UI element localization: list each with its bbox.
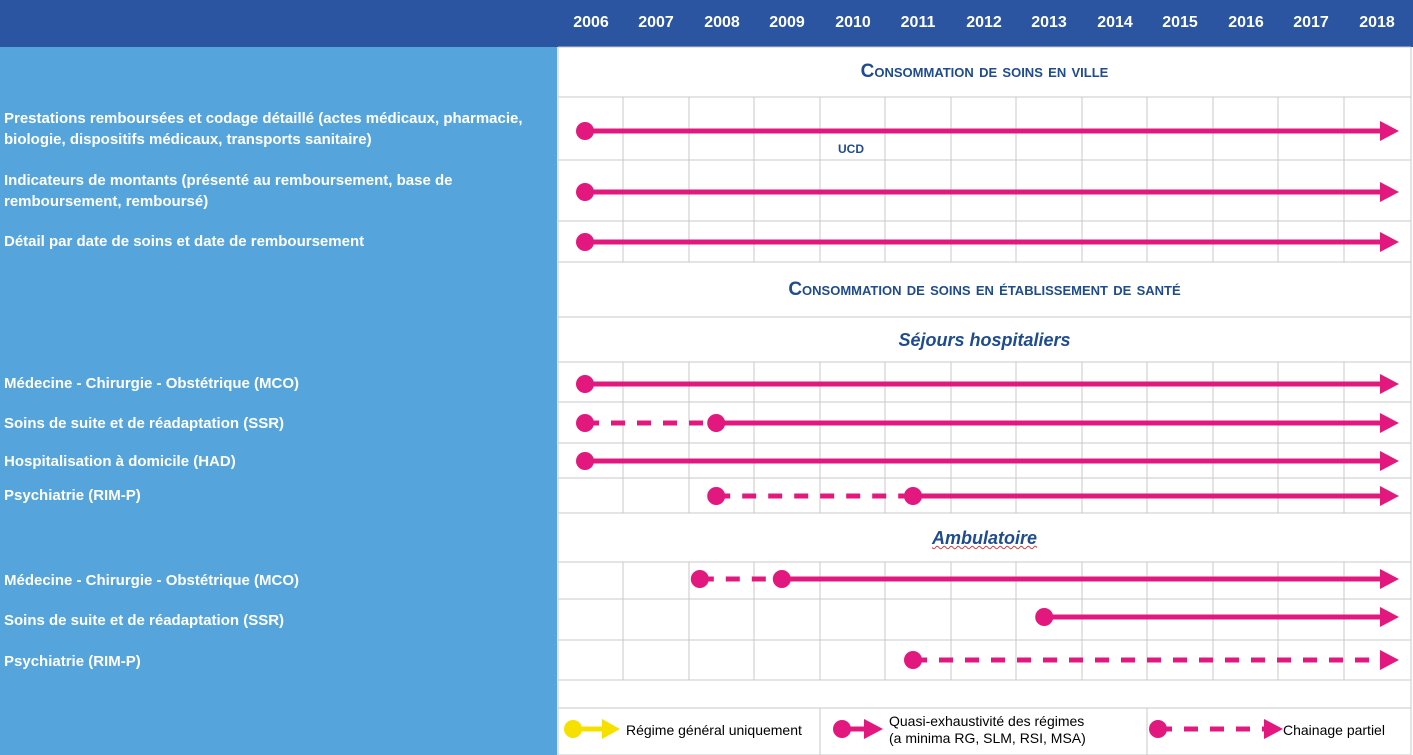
row-label-mco-sejours: Médecine - Chirurgie - Obstétrique (MCO) — [4, 375, 300, 392]
legend-solid-dot — [833, 720, 851, 738]
legend-yellow-arrowhead — [602, 719, 620, 739]
section-title-ville: Consommation de soins en ville — [860, 61, 1109, 82]
timeline-arrowhead — [1380, 374, 1399, 394]
grid-lines — [557, 46, 1412, 755]
legend-label-quasi-line1: Quasi-exhaustivité des régimes — [889, 713, 1085, 729]
timeline-start-dot — [576, 233, 594, 251]
legend-dashed-dot — [1149, 720, 1167, 738]
legend-solid-arrowhead — [864, 719, 883, 739]
row-label-ssr-sejours: Soins de suite et de réadaptation (SSR) — [4, 415, 285, 432]
ambulatoire-text: Ambulatoire — [931, 528, 1037, 548]
row-label-psy-sejours: Psychiatrie (RIM-P) — [4, 487, 141, 504]
timeline-start-dot — [576, 375, 594, 393]
row-label-psy-amb: Psychiatrie (RIM-P) — [4, 653, 141, 670]
year-label-2016: 2016 — [1228, 14, 1264, 31]
year-label-2014: 2014 — [1097, 14, 1133, 31]
legend-label-quasi-line2: (a minima RG, SLM, RSI, MSA) — [889, 730, 1086, 746]
legend-label-chainage-partiel: Chainage partiel — [1283, 722, 1385, 738]
timeline-arrowhead — [1380, 413, 1399, 433]
year-header — [0, 0, 1413, 47]
note-ucd: UCD — [838, 142, 864, 156]
year-label-2015: 2015 — [1162, 14, 1198, 31]
row-label-had: Hospitalisation à domicile (HAD) — [4, 453, 236, 470]
timeline-arrowhead — [1380, 650, 1399, 670]
timeline-start-dot — [904, 487, 922, 505]
year-label-2007: 2007 — [638, 14, 674, 31]
row-label-prestations: Prestations remboursées et codage détail… — [4, 110, 523, 148]
timeline-start-dot — [904, 651, 922, 669]
year-label-2012: 2012 — [966, 14, 1002, 31]
legend-label-regime-general: Régime général uniquement — [626, 722, 802, 738]
timeline-start-dot — [772, 570, 791, 588]
year-label-2013: 2013 — [1031, 14, 1067, 31]
timeline-start-dot — [1035, 608, 1054, 626]
legend-yellow-dot — [564, 720, 582, 738]
row-label-ssr-amb: Soins de suite et de réadaptation (SSR) — [4, 612, 285, 629]
timeline-start-dot — [707, 414, 726, 432]
timeline-start-dot — [576, 414, 594, 432]
timeline-arrowhead — [1380, 607, 1399, 627]
timeline-arrowhead — [1380, 232, 1399, 252]
year-label-2009: 2009 — [769, 14, 805, 31]
year-label-2008: 2008 — [704, 14, 740, 31]
timeline-arrowhead — [1380, 486, 1399, 506]
timeline-arrowhead — [1380, 569, 1399, 589]
timeline-start-dot — [707, 487, 726, 505]
year-label-2011: 2011 — [900, 14, 936, 31]
legend-label-quasi-exhaustivite: Quasi-exhaustivité des régimes (a minima… — [889, 713, 1086, 747]
timeline-arrowhead — [1380, 182, 1399, 202]
row-label-detail: Détail par date de soins et date de remb… — [4, 233, 365, 250]
timeline-start-dot — [690, 570, 709, 588]
legend-dashed-arrowhead — [1264, 719, 1283, 739]
timeline-start-dot — [576, 452, 594, 470]
timeline-start-dot — [576, 183, 594, 201]
row-label-indicateurs: Indicateurs de montants (présenté au rem… — [4, 172, 453, 210]
year-label-2006: 2006 — [573, 14, 609, 31]
legend-symbols — [564, 719, 1283, 739]
timeline-start-dot — [576, 122, 594, 140]
timeline-arrowhead — [1380, 121, 1399, 141]
year-label-2018: 2018 — [1359, 14, 1395, 31]
year-label-2017: 2017 — [1293, 14, 1329, 31]
sidebar-labels-panel — [0, 47, 557, 755]
section-title-etablissement: Consommation de soins en établissement d… — [788, 279, 1181, 300]
year-label-2010: 2010 — [835, 14, 871, 31]
subsection-title-sejours: Séjours hospitaliers — [898, 330, 1071, 350]
subsection-title-ambulatoire: Ambulatoire — [558, 528, 1411, 549]
timeline-bars — [576, 121, 1399, 670]
timeline-arrowhead — [1380, 451, 1399, 471]
row-label-mco-amb: Médecine - Chirurgie - Obstétrique (MCO) — [4, 572, 300, 589]
